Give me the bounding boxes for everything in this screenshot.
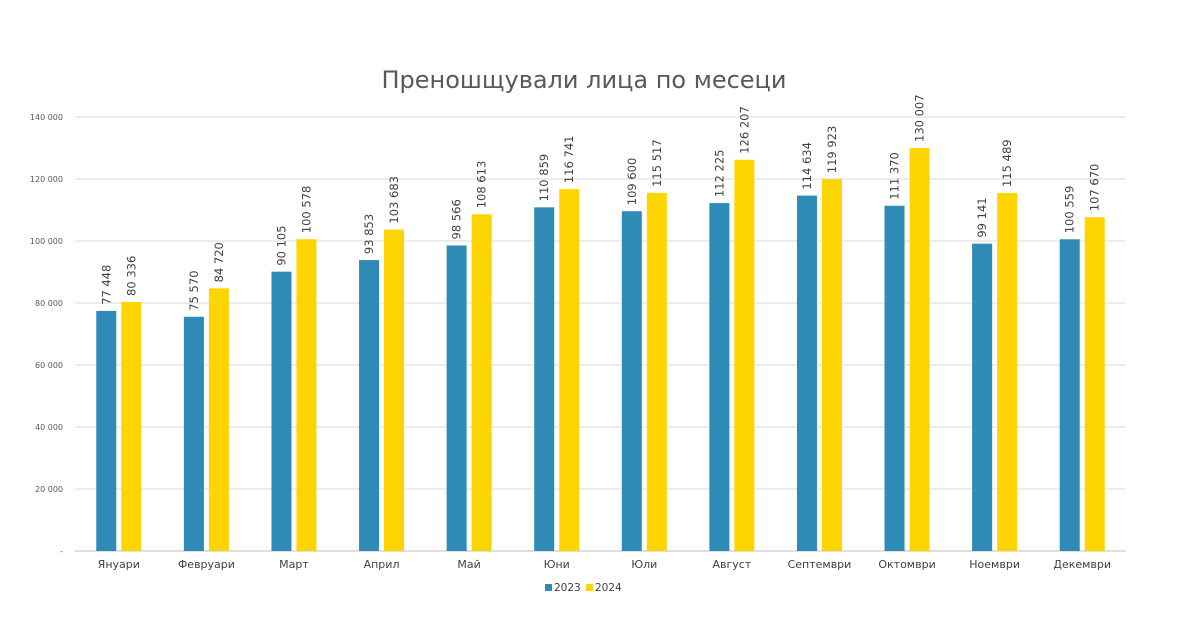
bar-2024 <box>471 214 492 552</box>
data-label: 119 923 <box>825 126 839 174</box>
bar-2023 <box>271 271 292 551</box>
bar-2024 <box>384 229 405 551</box>
bar-2023 <box>1059 239 1080 552</box>
bar-2024 <box>821 179 842 551</box>
bar-2023 <box>446 245 467 551</box>
x-tick-label: Март <box>279 558 309 571</box>
data-label: 116 741 <box>562 136 576 184</box>
bar-2024 <box>208 288 229 551</box>
bar-2023 <box>96 310 117 551</box>
data-label: 98 566 <box>450 199 464 239</box>
bar-2024 <box>1084 217 1105 551</box>
data-label: 130 007 <box>913 94 927 142</box>
legend-label-2023: 2023 <box>554 582 581 594</box>
bar-2024 <box>121 301 142 551</box>
x-tick-label: Септември <box>788 558 852 571</box>
x-tick-label: Юни <box>544 558 570 571</box>
x-axis: Януари Февруари Март Април Май Юни Юли Август Се… <box>98 558 1111 571</box>
bar-2023 <box>884 205 905 552</box>
data-label: 111 370 <box>888 152 902 200</box>
legend-label-2024: 2024 <box>595 582 622 594</box>
y-tick-label: 20 000 <box>35 485 63 494</box>
data-label: 103 683 <box>387 176 401 224</box>
bar-2024 <box>997 192 1018 551</box>
x-tick-label: Май <box>457 558 480 571</box>
x-tick-label: Февруари <box>178 558 235 571</box>
x-tick-label: Октомври <box>878 558 935 571</box>
y-tick-label: 60 000 <box>35 361 63 370</box>
data-label: 107 670 <box>1088 164 1102 212</box>
data-label: 99 141 <box>975 197 989 237</box>
y-tick-label: 120 000 <box>30 175 63 184</box>
bar-2024 <box>909 147 930 551</box>
y-tick-label: 40 000 <box>35 423 63 432</box>
data-label: 77 448 <box>99 265 113 305</box>
bar-2024 <box>734 159 755 551</box>
data-label: 93 853 <box>362 214 376 254</box>
x-tick-label: Ноември <box>969 558 1020 571</box>
y-tick-label: - <box>60 547 63 556</box>
data-label: 100 578 <box>299 186 313 234</box>
bar-2024 <box>646 192 667 552</box>
data-label: 115 517 <box>650 139 664 187</box>
data-label: 112 225 <box>712 150 726 198</box>
chart-title: Преношщували лица по месеци <box>382 66 787 94</box>
bar-2023 <box>183 316 204 551</box>
data-label: 108 613 <box>475 161 489 209</box>
data-label: 84 720 <box>212 242 226 282</box>
data-label: 126 207 <box>737 106 751 154</box>
data-label: 100 559 <box>1063 186 1077 234</box>
bar-2023 <box>534 207 555 551</box>
data-label: 90 105 <box>274 225 288 265</box>
y-tick-label: 80 000 <box>35 299 63 308</box>
data-label: 109 600 <box>625 158 639 206</box>
data-label: 115 489 <box>1000 139 1014 187</box>
bar-2024 <box>296 239 317 552</box>
y-tick-label: 100 000 <box>30 237 63 246</box>
x-tick-label: Декември <box>1053 558 1111 571</box>
x-tick-label: Април <box>364 558 400 571</box>
legend: 2023 2024 <box>545 582 622 594</box>
bar-2023 <box>621 211 642 552</box>
x-tick-label: Януари <box>98 558 140 571</box>
bar-2023 <box>796 195 817 552</box>
data-label: 114 634 <box>800 142 814 190</box>
bar-2024 <box>559 189 580 551</box>
data-label: 80 336 <box>124 256 138 296</box>
bar-2023 <box>359 260 380 551</box>
legend-swatch-2024 <box>586 584 593 591</box>
y-axis: - 20 000 40 000 60 000 80 000 100 000 120 000 1… <box>30 113 63 556</box>
gridlines <box>75 116 1126 552</box>
x-tick-label: Юли <box>631 558 657 571</box>
bars: 77 448 80 336 75 570 84 720 90 105 100 578 93 … <box>96 94 1105 552</box>
bar-2023 <box>709 203 730 552</box>
bar-2023 <box>972 243 993 551</box>
legend-swatch-2023 <box>545 584 552 591</box>
data-label: 75 570 <box>187 270 201 310</box>
y-tick-label: 140 000 <box>30 113 63 122</box>
data-label: 110 859 <box>537 154 551 202</box>
x-tick-label: Август <box>712 558 751 571</box>
